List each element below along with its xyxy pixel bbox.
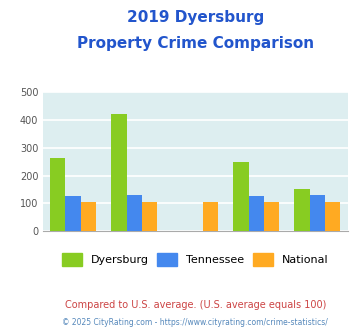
Bar xyxy=(203,202,218,231)
Bar xyxy=(294,189,310,231)
Bar xyxy=(66,195,81,231)
Bar xyxy=(264,202,279,231)
Text: Property Crime Comparison: Property Crime Comparison xyxy=(77,36,314,51)
Bar xyxy=(81,202,96,231)
Text: 2019 Dyersburg: 2019 Dyersburg xyxy=(127,10,264,25)
Bar xyxy=(142,202,157,231)
Bar xyxy=(248,195,264,231)
Text: Compared to U.S. average. (U.S. average equals 100): Compared to U.S. average. (U.S. average … xyxy=(65,300,326,310)
Text: © 2025 CityRating.com - https://www.cityrating.com/crime-statistics/: © 2025 CityRating.com - https://www.city… xyxy=(62,318,328,327)
Bar xyxy=(234,162,248,231)
Bar xyxy=(50,157,66,231)
Bar xyxy=(111,114,126,231)
Legend: Dyersburg, Tennessee, National: Dyersburg, Tennessee, National xyxy=(57,249,333,270)
Bar xyxy=(126,195,142,231)
Bar xyxy=(325,202,340,231)
Bar xyxy=(310,195,325,231)
